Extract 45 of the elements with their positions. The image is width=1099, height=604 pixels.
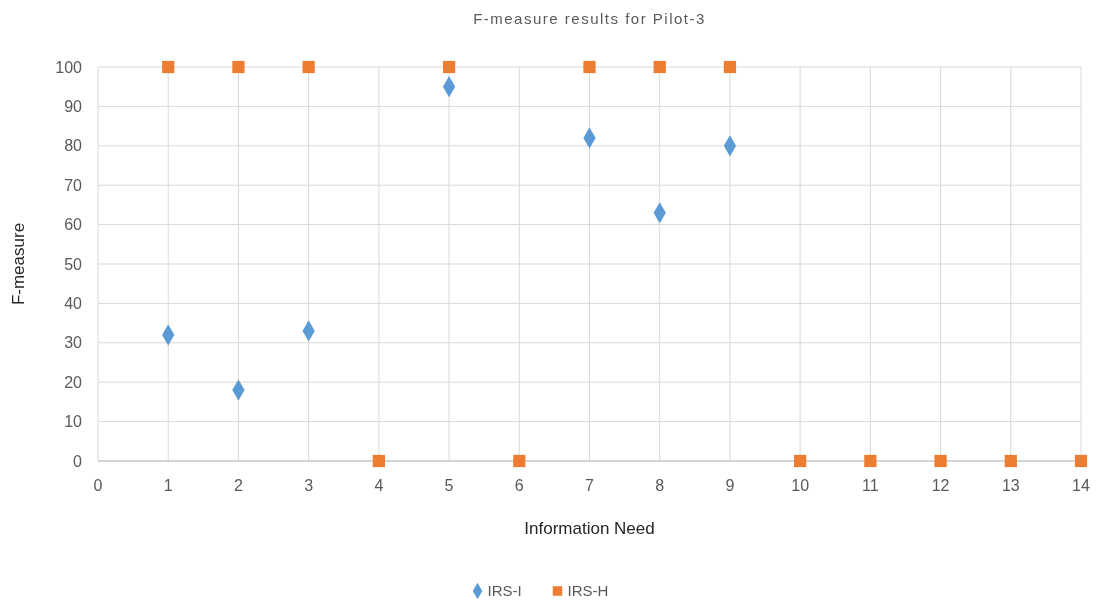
point: [864, 454, 877, 468]
y-tick-label: 70: [64, 176, 83, 194]
x-tick-label: 1: [163, 477, 173, 494]
x-tick-label: 3: [304, 477, 314, 494]
legend-label: IRS-I: [487, 582, 522, 599]
x-tick-label: 2: [233, 477, 243, 494]
x-tick-label: 14: [1072, 477, 1090, 494]
y-tick-label: 60: [64, 216, 83, 234]
point: [162, 60, 175, 74]
x-tick-label: 10: [791, 477, 810, 494]
y-axis-title: F-measure: [9, 222, 28, 306]
y-tick-label: 100: [55, 58, 83, 76]
y-tick-label: 80: [64, 137, 83, 155]
y-tick-label: 90: [64, 98, 83, 115]
y-tick-label: 0: [73, 452, 83, 470]
x-tick-label: 12: [931, 477, 950, 494]
x-tick-label: 13: [1001, 477, 1020, 494]
y-tick-label: 50: [64, 255, 83, 273]
legend-label: IRS-H: [567, 582, 609, 599]
y-tick-label: 10: [64, 413, 83, 431]
point: [232, 60, 245, 74]
x-tick-label: 8: [655, 477, 665, 494]
y-tick-label: 30: [64, 334, 83, 352]
x-tick-label: 7: [585, 477, 595, 494]
point: [794, 454, 807, 468]
x-tick-label: 4: [374, 477, 384, 494]
x-tick-label: 11: [862, 477, 879, 494]
point: [653, 60, 666, 74]
point: [583, 60, 596, 74]
y-tick-label: 20: [64, 373, 83, 391]
x-axis-title: Information Need: [524, 519, 655, 538]
point: [372, 454, 385, 468]
chart-title: F-measure results for Pilot-3: [473, 10, 706, 27]
y-tick-label: 40: [64, 295, 83, 312]
point: [302, 60, 315, 74]
point: [934, 454, 947, 468]
x-tick-label: 9: [725, 477, 735, 494]
point: [723, 60, 737, 74]
x-tick-label: 6: [514, 477, 524, 494]
point: [513, 454, 526, 468]
x-tick-label: 5: [444, 477, 454, 494]
point: [1074, 454, 1088, 468]
point: [1004, 454, 1017, 468]
x-tick-label: 0: [93, 477, 103, 494]
point: [442, 60, 456, 74]
